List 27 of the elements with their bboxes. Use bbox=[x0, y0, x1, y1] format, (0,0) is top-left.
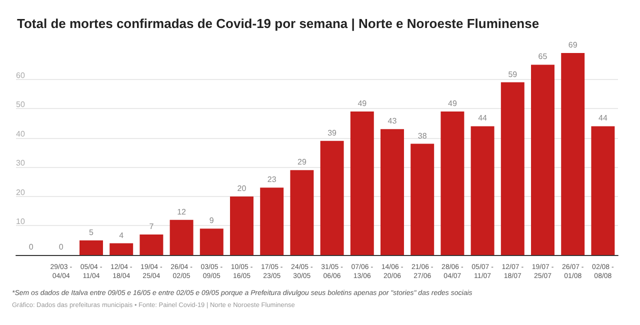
data-label: 29 bbox=[297, 158, 307, 167]
y-tick-label: 40 bbox=[16, 129, 26, 138]
data-label: 65 bbox=[538, 52, 548, 62]
y-tick-label: 50 bbox=[16, 100, 26, 110]
data-label: 49 bbox=[358, 99, 368, 108]
data-label: 5 bbox=[89, 228, 94, 237]
data-label: 20 bbox=[237, 184, 247, 193]
data-label: 7 bbox=[149, 222, 154, 232]
chart-title: Total de mortes confirmadas de Covid-19 por semana | Norte e Noroeste Fluminense bbox=[17, 16, 540, 31]
y-tick-label: 10 bbox=[16, 217, 26, 226]
data-label: 0 bbox=[58, 242, 64, 252]
data-label: 38 bbox=[418, 131, 428, 140]
data-label: 43 bbox=[388, 116, 398, 126]
data-label: 23 bbox=[267, 175, 277, 184]
y-tick-label: 20 bbox=[16, 188, 26, 197]
data-label: 4 bbox=[119, 230, 124, 240]
data-label: 12 bbox=[177, 207, 187, 216]
data-label: 9 bbox=[209, 216, 214, 226]
data-label: 44 bbox=[478, 114, 488, 123]
data-label: 44 bbox=[598, 114, 608, 123]
y-tick-label: 30 bbox=[16, 158, 26, 168]
data-label: 39 bbox=[328, 128, 338, 138]
data-label: 0 bbox=[28, 242, 34, 252]
data-label: 49 bbox=[448, 99, 458, 108]
y-tick-label: 60 bbox=[16, 70, 26, 80]
data-label: 59 bbox=[508, 70, 518, 79]
data-label: 69 bbox=[568, 40, 578, 50]
